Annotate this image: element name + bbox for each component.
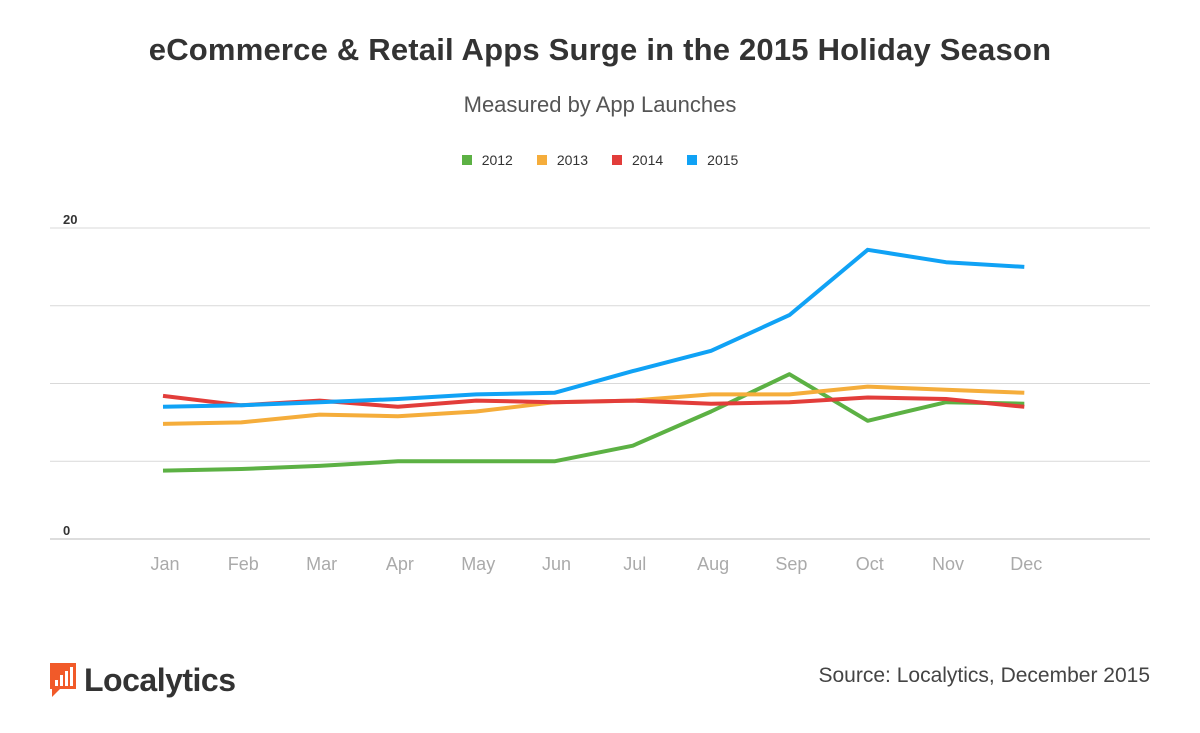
x-tick-label: Oct <box>856 554 884 574</box>
series-line-2012 <box>162 372 1025 473</box>
x-tick-label: Jun <box>542 554 571 574</box>
legend-swatch <box>461 155 472 165</box>
grid-lines <box>50 227 1150 540</box>
legend-item: 2013 <box>536 152 588 168</box>
series-lines <box>162 247 1025 473</box>
legend-label: 2014 <box>632 152 664 168</box>
legend-item: 2014 <box>612 152 663 168</box>
x-tick-label: Feb <box>228 554 259 574</box>
bar-chart-logo-icon <box>50 663 76 697</box>
x-tick-label: May <box>461 554 495 574</box>
legend-item: 2012 <box>461 152 513 168</box>
series-line-2015 <box>162 247 1025 409</box>
x-tick-label: Apr <box>386 554 414 574</box>
legend-item: 2015 <box>687 152 738 168</box>
legend-label: 2012 <box>481 152 513 168</box>
legend-swatch <box>612 155 622 165</box>
x-tick-label: Dec <box>1010 554 1042 574</box>
y-tick-label: 20 <box>63 212 77 227</box>
source-note: Source: Localytics, December 2015 <box>818 664 1151 687</box>
legend-swatch <box>687 155 698 165</box>
x-axis-ticks: Jan Feb Mar Apr May Jun Jul Aug Sep Oct Nov Dec <box>150 554 1042 574</box>
legend-label: 2013 <box>556 152 588 168</box>
chart-subtitle: Measured by App Launches <box>463 92 737 117</box>
legend-swatch <box>536 155 547 165</box>
x-tick-label: Jul <box>623 554 646 574</box>
x-tick-label: Nov <box>932 554 964 574</box>
chart-title: eCommerce & Retail Apps Surge in the 201… <box>148 32 1052 67</box>
legend-label: 2015 <box>707 152 739 168</box>
y-axis-ticks: 20 0 <box>63 212 77 538</box>
x-tick-label: Jan <box>150 554 179 574</box>
x-tick-label: Aug <box>697 554 729 574</box>
chart-legend: 2012 2013 2014 2015 <box>0 152 1200 168</box>
brand-name: Localytics <box>84 661 236 698</box>
x-tick-label: Mar <box>306 554 337 574</box>
x-tick-label: Sep <box>775 554 807 574</box>
y-tick-label: 0 <box>63 523 70 538</box>
brand-logo: Localytics <box>50 660 236 700</box>
